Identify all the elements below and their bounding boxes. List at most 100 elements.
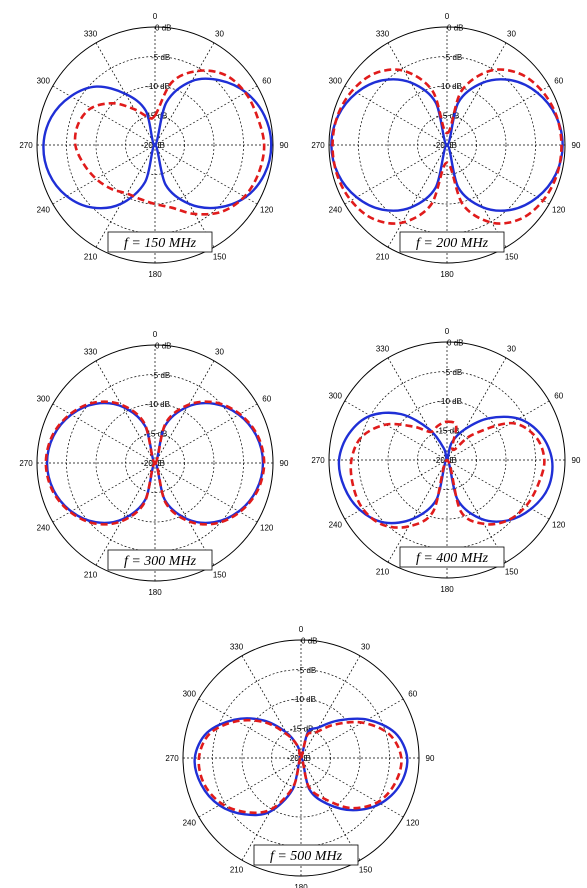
- angle-tick-label: 330: [84, 347, 98, 356]
- angle-tick-label: 270: [19, 141, 33, 150]
- angle-tick-label: 60: [554, 77, 563, 86]
- angle-tick-label: 120: [260, 206, 274, 215]
- angle-tick-label: 30: [361, 642, 370, 651]
- pattern-curve-dashed: [73, 69, 266, 216]
- angle-tick-label: 90: [572, 141, 581, 150]
- angle-tick-label: 0: [445, 12, 450, 21]
- frequency-label-box: [107, 231, 213, 253]
- angle-tick-label: 300: [37, 77, 51, 86]
- angle-tick-label: 150: [213, 571, 227, 580]
- polar-plot: 0 30 60 90 120 150 180 210 240 270 300 330 0 dB -5 dB…: [165, 625, 435, 888]
- angle-tick-label: 0: [153, 330, 158, 339]
- pattern-curve-dashed: [349, 420, 546, 529]
- angle-tick-label: 180: [440, 270, 454, 279]
- angle-tick-label: 90: [572, 456, 581, 465]
- grid-ring: [241, 698, 361, 818]
- angle-tick-label: 0: [153, 12, 158, 21]
- angle-tick-label: 60: [262, 395, 271, 404]
- grid-spoke: [300, 757, 404, 818]
- ring-tick-label: -15 dB: [144, 430, 168, 439]
- angle-tick-label: 210: [84, 571, 98, 580]
- angle-tick-label: 60: [408, 690, 417, 699]
- angle-tick-label: 180: [148, 270, 162, 279]
- ring-tick-label: -15 dB: [436, 427, 460, 436]
- angle-tick-label: 210: [230, 866, 244, 875]
- pattern-curve-dashed: [197, 718, 403, 815]
- angle-tick-label: 240: [183, 819, 197, 828]
- angle-tick-label: 180: [440, 585, 454, 594]
- grid-spoke: [154, 144, 258, 205]
- angle-tick-label: 270: [311, 141, 325, 150]
- angle-tick-label: 300: [329, 77, 343, 86]
- ring-tick-label: 0 dB: [155, 23, 171, 32]
- angle-tick-label: 240: [37, 206, 51, 215]
- angle-tick-label: 330: [376, 29, 390, 38]
- ring-tick-label: -5 dB: [443, 368, 462, 377]
- angle-tick-label: 210: [376, 253, 390, 262]
- angle-tick-label: 90: [426, 754, 435, 763]
- angle-tick-label: 30: [215, 29, 224, 38]
- frequency-label: f = 300 MHz: [124, 554, 197, 569]
- grid-spoke: [154, 462, 258, 523]
- frequency-label-box: [399, 546, 505, 568]
- grid-spoke: [52, 462, 156, 523]
- ring-tick-label: -10 dB: [146, 400, 170, 409]
- ring-tick-label: -15 dB: [436, 112, 460, 121]
- ring-tick-label: -5 dB: [443, 53, 462, 62]
- angle-tick-label: 0: [445, 327, 450, 336]
- ring-tick-label: 0 dB: [447, 338, 463, 347]
- grid-spoke: [154, 403, 258, 464]
- ring-tick-label: -10 dB: [292, 695, 316, 704]
- angle-tick-label: 150: [505, 568, 519, 577]
- ring-tick-label: 0 dB: [155, 341, 171, 350]
- frequency-label: f = 400 MHz: [416, 551, 489, 566]
- angle-tick-label: 60: [262, 77, 271, 86]
- ring-tick-label: -10 dB: [146, 82, 170, 91]
- angle-tick-label: 240: [37, 524, 51, 533]
- ring-tick-label: -5 dB: [151, 53, 170, 62]
- grid-spoke: [52, 403, 156, 464]
- angle-tick-label: 180: [294, 883, 308, 888]
- angle-tick-label: 270: [19, 459, 33, 468]
- angle-tick-label: 300: [37, 395, 51, 404]
- ring-tick-label: -5 dB: [297, 666, 316, 675]
- angle-tick-label: 300: [183, 690, 197, 699]
- angle-tick-label: 330: [230, 642, 244, 651]
- angle-tick-label: 270: [165, 754, 179, 763]
- angle-tick-label: 270: [311, 456, 325, 465]
- grid-spoke: [387, 357, 448, 461]
- frequency-label: f = 150 MHz: [124, 236, 197, 251]
- frequency-label-box: [107, 549, 213, 571]
- grid-spoke: [198, 757, 302, 818]
- angle-tick-label: 120: [260, 524, 274, 533]
- angle-tick-label: 30: [215, 347, 224, 356]
- grid-spoke: [241, 655, 302, 759]
- grid-spoke: [446, 85, 550, 146]
- ring-tick-label: -5 dB: [151, 371, 170, 380]
- ring-tick-label: -10 dB: [438, 82, 462, 91]
- ring-tick-label: -15 dB: [290, 725, 314, 734]
- frequency-label-box: [253, 844, 359, 866]
- angle-tick-label: 30: [507, 344, 516, 353]
- angle-tick-label: 90: [280, 459, 289, 468]
- polar-plot: 0 30 60 90 120 150 180 210 240 270 300 330 0 dB -5 dB…: [311, 327, 581, 594]
- angle-tick-label: 150: [359, 866, 373, 875]
- angle-tick-label: 330: [84, 29, 98, 38]
- pattern-curve-solid: [330, 78, 564, 212]
- grid-spoke: [95, 360, 156, 464]
- angle-tick-label: 210: [84, 253, 98, 262]
- frequency-label-box: [399, 231, 505, 253]
- grid-spoke: [344, 85, 448, 146]
- angle-tick-label: 180: [148, 588, 162, 597]
- angle-tick-label: 210: [376, 568, 390, 577]
- grid-spoke: [52, 85, 156, 146]
- angle-tick-label: 120: [406, 819, 420, 828]
- pattern-curve-dashed: [331, 68, 563, 225]
- angle-tick-label: 240: [329, 521, 343, 530]
- angle-tick-label: 30: [507, 29, 516, 38]
- grid-spoke: [52, 144, 156, 205]
- grid-ring: [387, 85, 507, 205]
- angle-tick-label: 150: [213, 253, 227, 262]
- angle-tick-label: 240: [329, 206, 343, 215]
- grid-ring: [95, 85, 215, 205]
